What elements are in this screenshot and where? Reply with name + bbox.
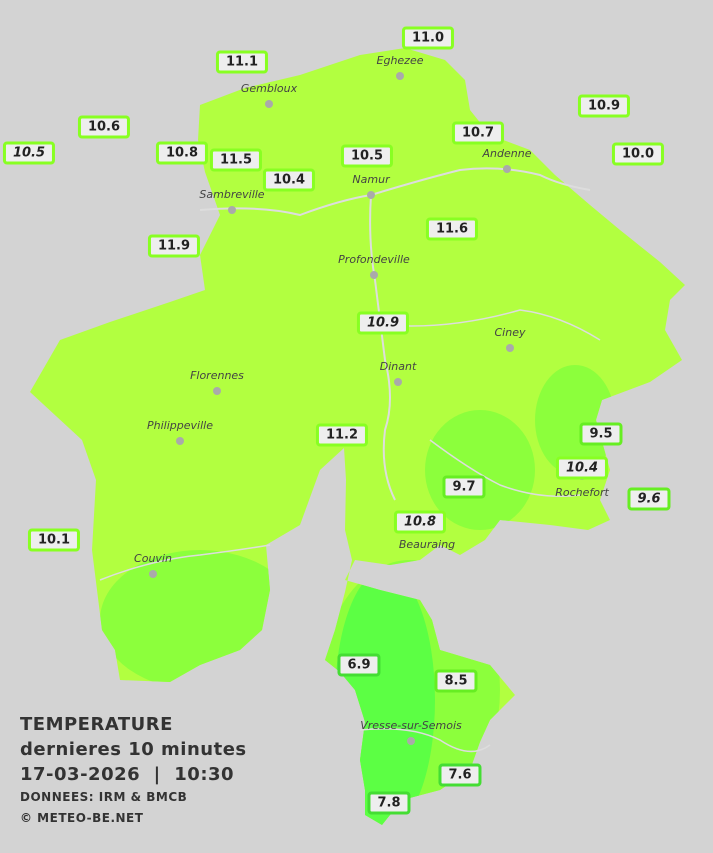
town-marker — [228, 206, 236, 214]
town-label: Sambreville — [199, 188, 265, 201]
station-temperature-label: 11.9 — [147, 234, 201, 258]
town-marker — [503, 165, 511, 173]
river-meuse — [369, 194, 396, 501]
town-label: Vresse-sur-Semois — [360, 719, 462, 732]
town-label: Rochefort — [555, 486, 609, 499]
town-label: Profondeville — [338, 253, 410, 266]
station-temperature-label: 10.0 — [611, 142, 665, 166]
station-temperature-label: 10.7 — [451, 121, 505, 145]
legend-subtitle: dernieres 10 minutes — [20, 739, 247, 760]
station-temperature-label: 10.5 — [2, 141, 56, 165]
station-temperature-label: 7.6 — [438, 763, 482, 787]
town-marker — [367, 191, 375, 199]
town-marker — [370, 271, 378, 279]
station-temperature-label: 10.4 — [262, 168, 316, 192]
legend-datetime: 17-03-2026 | 10:30 — [20, 764, 235, 785]
town-label: Dinant — [379, 360, 417, 373]
zone-9-10-couvin — [100, 550, 300, 690]
legend-title: TEMPERATURE — [20, 714, 173, 735]
town-marker — [213, 387, 221, 395]
legend-source: DONNEES: IRM & BMCB — [20, 790, 188, 804]
station-temperature-label: 10.8 — [155, 141, 209, 165]
station-temperature-label: 11.6 — [425, 217, 479, 241]
town-label: Eghezee — [376, 54, 424, 67]
river-bocq — [384, 309, 601, 341]
legend-copyright: © METEO-BE.NET — [20, 811, 144, 825]
town-label: Namur — [352, 173, 390, 186]
station-temperature-label: 11.0 — [401, 26, 455, 50]
river-lesse — [429, 439, 581, 497]
town-marker — [176, 437, 184, 445]
station-temperature-label: 10.5 — [340, 144, 394, 168]
station-temperature-label: 10.9 — [577, 94, 631, 118]
station-temperature-label: 10.8 — [393, 510, 447, 534]
town-label: Beauraing — [398, 538, 456, 551]
river-semois — [359, 728, 491, 753]
town-label: Gembloux — [240, 82, 298, 95]
station-temperature-label: 10.4 — [555, 456, 609, 480]
zone-9-10-beauraing — [425, 410, 535, 530]
station-temperature-label: 9.7 — [442, 475, 486, 499]
station-temperature-label: 10.9 — [356, 311, 410, 335]
station-temperature-label: 8.5 — [434, 669, 478, 693]
town-label: Couvin — [134, 552, 172, 565]
town-marker — [396, 72, 404, 80]
zone-9-10-rochefort — [535, 365, 615, 475]
town-label: Florennes — [190, 369, 244, 382]
town-label: Philippeville — [147, 419, 213, 432]
town-marker — [394, 378, 402, 386]
station-temperature-label: 6.9 — [337, 653, 381, 677]
station-temperature-label: 7.8 — [367, 791, 411, 815]
station-temperature-label: 11.1 — [215, 50, 269, 74]
station-temperature-label: 9.5 — [579, 422, 623, 446]
station-temperature-label: 9.6 — [627, 487, 671, 511]
town-label: Andenne — [482, 147, 532, 160]
river-eau-noire — [99, 544, 271, 581]
town-marker — [265, 100, 273, 108]
legend: TEMPERATURE dernieres 10 minutes 17-03-2… — [20, 712, 247, 829]
river-sambre-meuse — [199, 167, 591, 217]
station-temperature-label: 10.1 — [27, 528, 81, 552]
station-temperature-label: 11.5 — [209, 148, 263, 172]
town-marker — [149, 570, 157, 578]
town-label: Ciney — [494, 326, 526, 339]
station-temperature-label: 10.6 — [77, 115, 131, 139]
town-marker — [506, 344, 514, 352]
station-temperature-label: 11.2 — [315, 423, 369, 447]
town-marker — [407, 737, 415, 745]
